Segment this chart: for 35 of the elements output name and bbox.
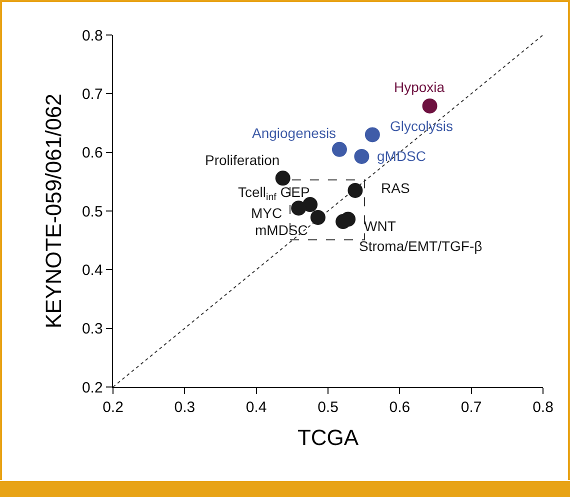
- annotation: Stroma/EMT/TGF-β: [359, 238, 482, 254]
- y-tick-label: 0.5: [82, 203, 103, 220]
- point: [336, 214, 351, 230]
- y-tick-label: 0.7: [82, 86, 103, 103]
- point: [348, 182, 363, 198]
- x-tick-label: 0.6: [389, 399, 410, 416]
- point: [275, 170, 290, 186]
- point: [422, 98, 438, 114]
- y-axis-title: KEYNOTE-059/061/062: [40, 94, 66, 328]
- x-tick-label: 0.4: [246, 399, 267, 416]
- point: [354, 148, 370, 164]
- annotation: MYC: [251, 205, 282, 221]
- x-tick-label: 0.5: [318, 399, 338, 416]
- x-tick-label: 0.7: [460, 399, 482, 416]
- annotation: Proliferation: [205, 152, 280, 168]
- y-tick-label: 0.4: [82, 262, 103, 279]
- point: [364, 127, 380, 142]
- y-tick-label: 0.8: [82, 27, 103, 44]
- point: [332, 142, 347, 157]
- annotation: Angiogenesis: [252, 125, 336, 141]
- x-tick-label: 0.3: [174, 399, 196, 416]
- y-tick-label: 0.3: [82, 320, 103, 338]
- annotation: gMDSC: [377, 148, 426, 164]
- x-axis-title: TCGA: [297, 425, 359, 450]
- annotation: Glycolysis: [390, 118, 454, 134]
- point: [310, 210, 326, 225]
- y-tick-label: 0.6: [82, 144, 103, 162]
- annotation: mMDSC: [255, 222, 308, 238]
- annotation: Hypoxia: [394, 79, 445, 95]
- y-tick-label: 0.2: [82, 379, 103, 396]
- x-tick-label: 0.2: [102, 399, 124, 416]
- point: [291, 200, 306, 216]
- x-tick-label: 0.8: [532, 399, 554, 416]
- annotation: WNT: [364, 218, 396, 234]
- annotation: RAS: [381, 180, 410, 196]
